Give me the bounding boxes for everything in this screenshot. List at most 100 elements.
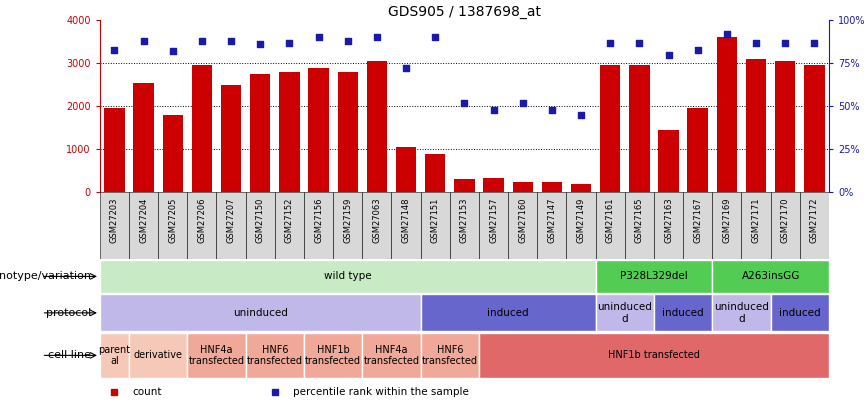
Bar xyxy=(600,66,621,192)
Text: GSM27167: GSM27167 xyxy=(694,198,702,243)
Point xyxy=(428,34,442,40)
Point xyxy=(312,34,326,40)
Bar xyxy=(479,333,829,378)
Text: GSM27153: GSM27153 xyxy=(460,198,469,243)
Text: GSM27063: GSM27063 xyxy=(372,198,381,243)
Text: GSM27147: GSM27147 xyxy=(548,198,556,243)
Point xyxy=(224,38,238,44)
Bar xyxy=(100,260,595,293)
Point xyxy=(516,100,529,106)
Text: HNF4a
transfected: HNF4a transfected xyxy=(364,345,419,366)
Bar xyxy=(246,333,304,378)
Text: GSM27170: GSM27170 xyxy=(780,198,790,243)
Text: GSM27172: GSM27172 xyxy=(810,198,819,243)
Text: induced: induced xyxy=(662,308,704,318)
Point xyxy=(574,112,588,118)
Bar xyxy=(158,192,187,259)
Text: GSM27160: GSM27160 xyxy=(518,198,527,243)
Bar xyxy=(717,37,737,192)
Bar xyxy=(250,74,271,192)
Point xyxy=(749,39,763,46)
Bar xyxy=(741,192,771,259)
Text: GSM27169: GSM27169 xyxy=(722,198,732,243)
Text: uninduced
d: uninduced d xyxy=(714,302,769,324)
Bar xyxy=(216,192,246,259)
Text: GSM27163: GSM27163 xyxy=(664,198,673,243)
Text: uninduced: uninduced xyxy=(233,308,287,318)
Text: induced: induced xyxy=(779,308,820,318)
Bar xyxy=(333,192,362,259)
Text: parent
al: parent al xyxy=(98,345,130,366)
Point xyxy=(108,46,122,53)
Text: count: count xyxy=(133,387,162,397)
Bar xyxy=(567,192,595,259)
Bar xyxy=(100,294,421,331)
Point xyxy=(253,41,267,47)
Bar xyxy=(508,192,537,259)
Point xyxy=(195,38,209,44)
Text: GSM27149: GSM27149 xyxy=(576,198,586,243)
Bar xyxy=(391,192,421,259)
Bar xyxy=(421,294,595,331)
Bar xyxy=(542,181,562,192)
Bar xyxy=(275,192,304,259)
Bar xyxy=(187,192,216,259)
Text: HNF6
transfected: HNF6 transfected xyxy=(247,345,303,366)
Bar xyxy=(425,153,445,192)
Bar xyxy=(279,72,299,192)
Bar xyxy=(483,178,503,192)
Text: uninduced
d: uninduced d xyxy=(597,302,652,324)
Text: wild type: wild type xyxy=(324,271,372,281)
Text: GSM27156: GSM27156 xyxy=(314,198,323,243)
Bar xyxy=(713,260,829,293)
Bar xyxy=(658,130,679,192)
Text: GSM27161: GSM27161 xyxy=(606,198,615,243)
Bar xyxy=(713,294,771,331)
Bar xyxy=(595,294,654,331)
Bar xyxy=(654,192,683,259)
Text: P328L329del: P328L329del xyxy=(620,271,687,281)
Bar xyxy=(100,333,129,378)
Text: GSM27165: GSM27165 xyxy=(635,198,644,243)
Bar xyxy=(396,147,417,192)
Point xyxy=(399,65,413,72)
Bar xyxy=(338,72,358,192)
Bar xyxy=(304,333,362,378)
Bar xyxy=(129,333,187,378)
Bar xyxy=(537,192,567,259)
Point xyxy=(691,46,705,53)
Bar xyxy=(654,294,713,331)
Point xyxy=(779,39,792,46)
Point xyxy=(545,107,559,113)
Text: percentile rank within the sample: percentile rank within the sample xyxy=(293,387,469,397)
Bar xyxy=(129,192,158,259)
Bar xyxy=(775,61,795,192)
Bar xyxy=(362,192,391,259)
Point xyxy=(807,39,821,46)
Point xyxy=(720,31,733,37)
Bar xyxy=(220,85,241,192)
Text: GSM27171: GSM27171 xyxy=(752,198,760,243)
Bar xyxy=(162,115,183,192)
Bar xyxy=(746,59,766,192)
Point xyxy=(661,51,675,58)
Title: GDS905 / 1387698_at: GDS905 / 1387698_at xyxy=(388,5,541,19)
Bar xyxy=(629,66,649,192)
Text: protocol: protocol xyxy=(46,308,91,318)
Bar xyxy=(771,192,799,259)
Text: GSM27151: GSM27151 xyxy=(431,198,440,243)
Text: HNF6
transfected: HNF6 transfected xyxy=(422,345,477,366)
Text: HNF4a
transfected: HNF4a transfected xyxy=(188,345,245,366)
Text: HNF1b transfected: HNF1b transfected xyxy=(608,350,700,360)
Text: genotype/variation: genotype/variation xyxy=(0,271,91,281)
Bar xyxy=(450,192,479,259)
Text: GSM27148: GSM27148 xyxy=(402,198,411,243)
Text: GSM27205: GSM27205 xyxy=(168,198,177,243)
Bar xyxy=(304,192,333,259)
Bar xyxy=(362,333,421,378)
Text: GSM27203: GSM27203 xyxy=(110,198,119,243)
Point xyxy=(282,39,296,46)
Bar xyxy=(804,66,825,192)
Bar xyxy=(134,83,154,192)
Text: induced: induced xyxy=(487,308,529,318)
